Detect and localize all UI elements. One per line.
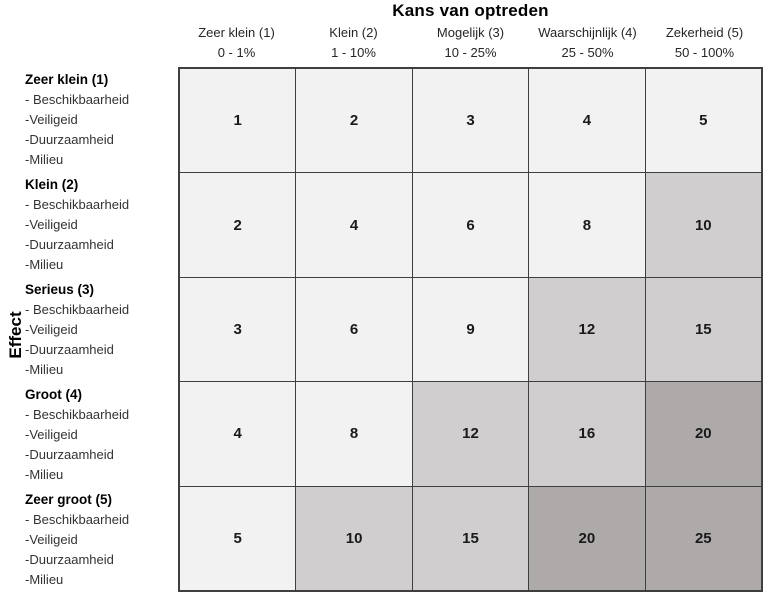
column-label: Zekerheid (5)	[665, 25, 744, 40]
column-header-3: Mogelijk (3) 10 - 25%	[412, 23, 529, 63]
row-aspect-2: -Veiligeid	[25, 532, 78, 547]
row-aspect-2: -Veiligeid	[25, 217, 78, 232]
matrix-cell-r4-c5: 20	[645, 382, 761, 486]
row-labels: Zeer klein (1) - Beschikbaarheid -Veiligei…	[0, 67, 178, 592]
column-range: 0 - 1%	[217, 45, 256, 60]
matrix-cell-r3-c1: 3	[180, 277, 296, 382]
row-label-title: Serieus (3)	[25, 282, 95, 297]
matrix-cell-r4-c2: 8	[296, 382, 412, 486]
row-aspect-1: - Beschikbaarheid	[25, 302, 130, 317]
row-label-block-5: Zeer groot (5) - Beschikbaarheid -Veiligei…	[0, 487, 178, 592]
matrix-cell-r1-c5: 5	[645, 69, 761, 173]
row-label-title: Klein (2)	[25, 177, 79, 192]
row-aspect-3: -Duurzaamheid	[25, 447, 114, 462]
row-label-title: Groot (4)	[25, 387, 82, 402]
matrix-cell-r5-c5: 25	[645, 486, 761, 590]
column-range: 10 - 25%	[444, 45, 497, 60]
row-aspect-4: -Milieu	[25, 362, 64, 377]
matrix-cell-r2-c3: 6	[412, 173, 529, 277]
matrix-title: Kans van optreden	[392, 1, 549, 20]
matrix-grid: 1 2 3 4 5 2 4 6 8 10 3 6 9 12 15 4 8 12 16 20 5 10 15 20 25	[178, 67, 763, 592]
row-label-title: Zeer klein (1)	[25, 72, 109, 87]
matrix-cell-r5-c3: 15	[412, 486, 529, 590]
row-aspect-3: -Duurzaamheid	[25, 552, 114, 567]
matrix-cell-r2-c1: 2	[180, 173, 296, 277]
column-header-4: Waarschijnlijk (4) 25 - 50%	[529, 23, 646, 63]
row-aspect-3: -Duurzaamheid	[25, 132, 114, 147]
column-label: Klein (2)	[329, 25, 378, 40]
matrix-cell-r1-c1: 1	[180, 69, 296, 173]
row-aspect-4: -Milieu	[25, 572, 64, 587]
matrix-cell-r5-c2: 10	[296, 486, 412, 590]
matrix-cell-r3-c2: 6	[296, 277, 412, 382]
row-aspect-1: - Beschikbaarheid	[25, 92, 130, 107]
matrix-cell-r4-c3: 12	[412, 382, 529, 486]
row-aspect-3: -Duurzaamheid	[25, 342, 114, 357]
matrix-cell-r3-c4: 12	[529, 277, 645, 382]
matrix-cell-r4-c4: 16	[529, 382, 645, 486]
row-label-title: Zeer groot (5)	[25, 492, 113, 507]
column-label: Zeer klein (1)	[198, 25, 275, 40]
column-headers: Zeer klein (1) 0 - 1% Klein (2) 1 - 10% Moge…	[178, 23, 763, 63]
row-aspect-2: -Veiligeid	[25, 112, 78, 127]
matrix-cell-r5-c4: 20	[529, 486, 645, 590]
matrix-cell-r4-c1: 4	[180, 382, 296, 486]
column-range: 50 - 100%	[674, 45, 735, 60]
row-aspect-4: -Milieu	[25, 152, 64, 167]
row-label-block-1: Zeer klein (1) - Beschikbaarheid -Veiligei…	[0, 67, 178, 172]
matrix-cell-r3-c3: 9	[412, 277, 529, 382]
column-header-5: Zekerheid (5) 50 - 100%	[646, 23, 763, 63]
row-aspect-3: -Duurzaamheid	[25, 237, 114, 252]
column-label: Mogelijk (3)	[436, 25, 505, 40]
row-aspect-1: - Beschikbaarheid	[25, 407, 130, 422]
row-label-block-4: Groot (4) - Beschikbaarheid -Veiligeid -Duu…	[0, 382, 178, 487]
row-aspect-2: -Veiligeid	[25, 322, 78, 337]
matrix-cell-r1-c2: 2	[296, 69, 412, 173]
matrix-cell-r3-c5: 15	[645, 277, 761, 382]
matrix-cell-r2-c2: 4	[296, 173, 412, 277]
matrix-cell-r2-c5: 10	[645, 173, 761, 277]
matrix-cell-r5-c1: 5	[180, 486, 296, 590]
column-range: 25 - 50%	[561, 45, 614, 60]
row-aspect-1: - Beschikbaarheid	[25, 197, 130, 212]
column-header-2: Klein (2) 1 - 10%	[295, 23, 412, 63]
column-range: 1 - 10%	[331, 45, 376, 60]
matrix-cell-r2-c4: 8	[529, 173, 645, 277]
row-aspect-4: -Milieu	[25, 257, 64, 272]
row-aspect-4: -Milieu	[25, 467, 64, 482]
row-aspect-1: - Beschikbaarheid	[25, 512, 130, 527]
row-aspect-2: -Veiligeid	[25, 427, 78, 442]
row-label-block-3: Serieus (3) - Beschikbaarheid -Veiligeid -D…	[0, 277, 178, 382]
matrix-cell-r1-c3: 3	[412, 69, 529, 173]
row-label-block-2: Klein (2) - Beschikbaarheid -Veiligeid -Duu…	[0, 172, 178, 277]
matrix-cell-r1-c4: 4	[529, 69, 645, 173]
column-label: Waarschijnlijk (4)	[538, 25, 637, 40]
column-header-1: Zeer klein (1) 0 - 1%	[178, 23, 295, 63]
